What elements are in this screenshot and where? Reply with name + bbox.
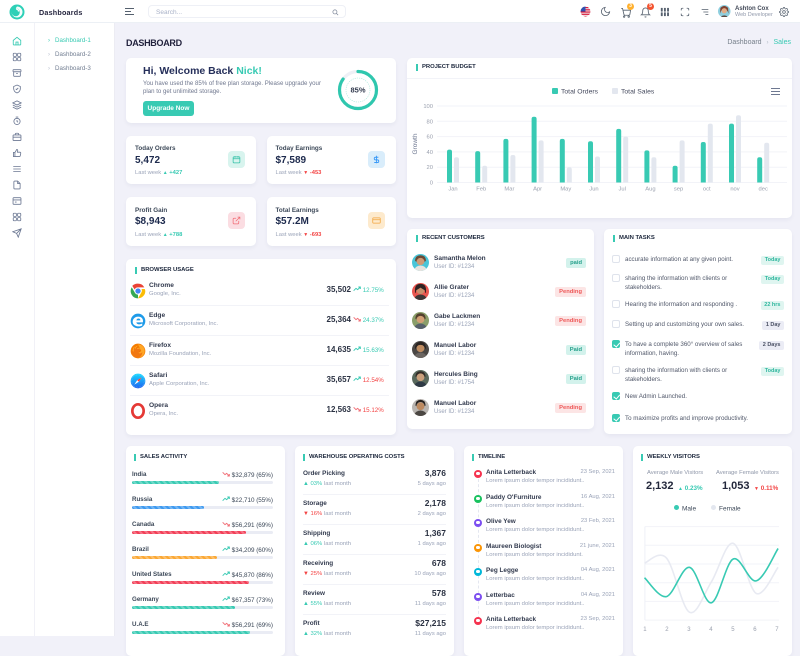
svg-text:20: 20 [427, 165, 433, 171]
svg-text:Total Orders: Total Orders [561, 88, 599, 95]
svg-text:6: 6 [753, 627, 757, 633]
svg-text:Feb: Feb [476, 186, 486, 192]
svg-text:Jun: Jun [589, 186, 598, 192]
svg-text:5: 5 [731, 627, 735, 633]
svg-text:nov: nov [730, 186, 739, 192]
svg-text:Mar: Mar [504, 186, 514, 192]
svg-text:Aug: Aug [645, 186, 655, 192]
svg-text:1: 1 [643, 627, 647, 633]
svg-text:Growth: Growth [412, 133, 419, 154]
svg-text:Total Sales: Total Sales [621, 88, 655, 95]
svg-text:60: 60 [427, 134, 433, 140]
svg-text:Jul: Jul [618, 186, 625, 192]
svg-text:dec: dec [759, 186, 768, 192]
svg-text:100: 100 [423, 104, 433, 110]
svg-text:4: 4 [709, 627, 713, 633]
svg-text:Apr: Apr [533, 186, 542, 192]
svg-text:80: 80 [427, 119, 433, 125]
svg-text:Jan: Jan [448, 186, 457, 192]
svg-text:0: 0 [430, 180, 433, 186]
svg-text:3: 3 [687, 627, 691, 633]
svg-text:7: 7 [775, 627, 779, 633]
svg-text:85%: 85% [350, 85, 365, 94]
svg-text:sep: sep [674, 186, 683, 192]
svg-text:oct: oct [703, 186, 711, 192]
svg-text:2: 2 [665, 627, 669, 633]
svg-text:40: 40 [427, 149, 433, 155]
svg-text:May: May [560, 186, 571, 192]
